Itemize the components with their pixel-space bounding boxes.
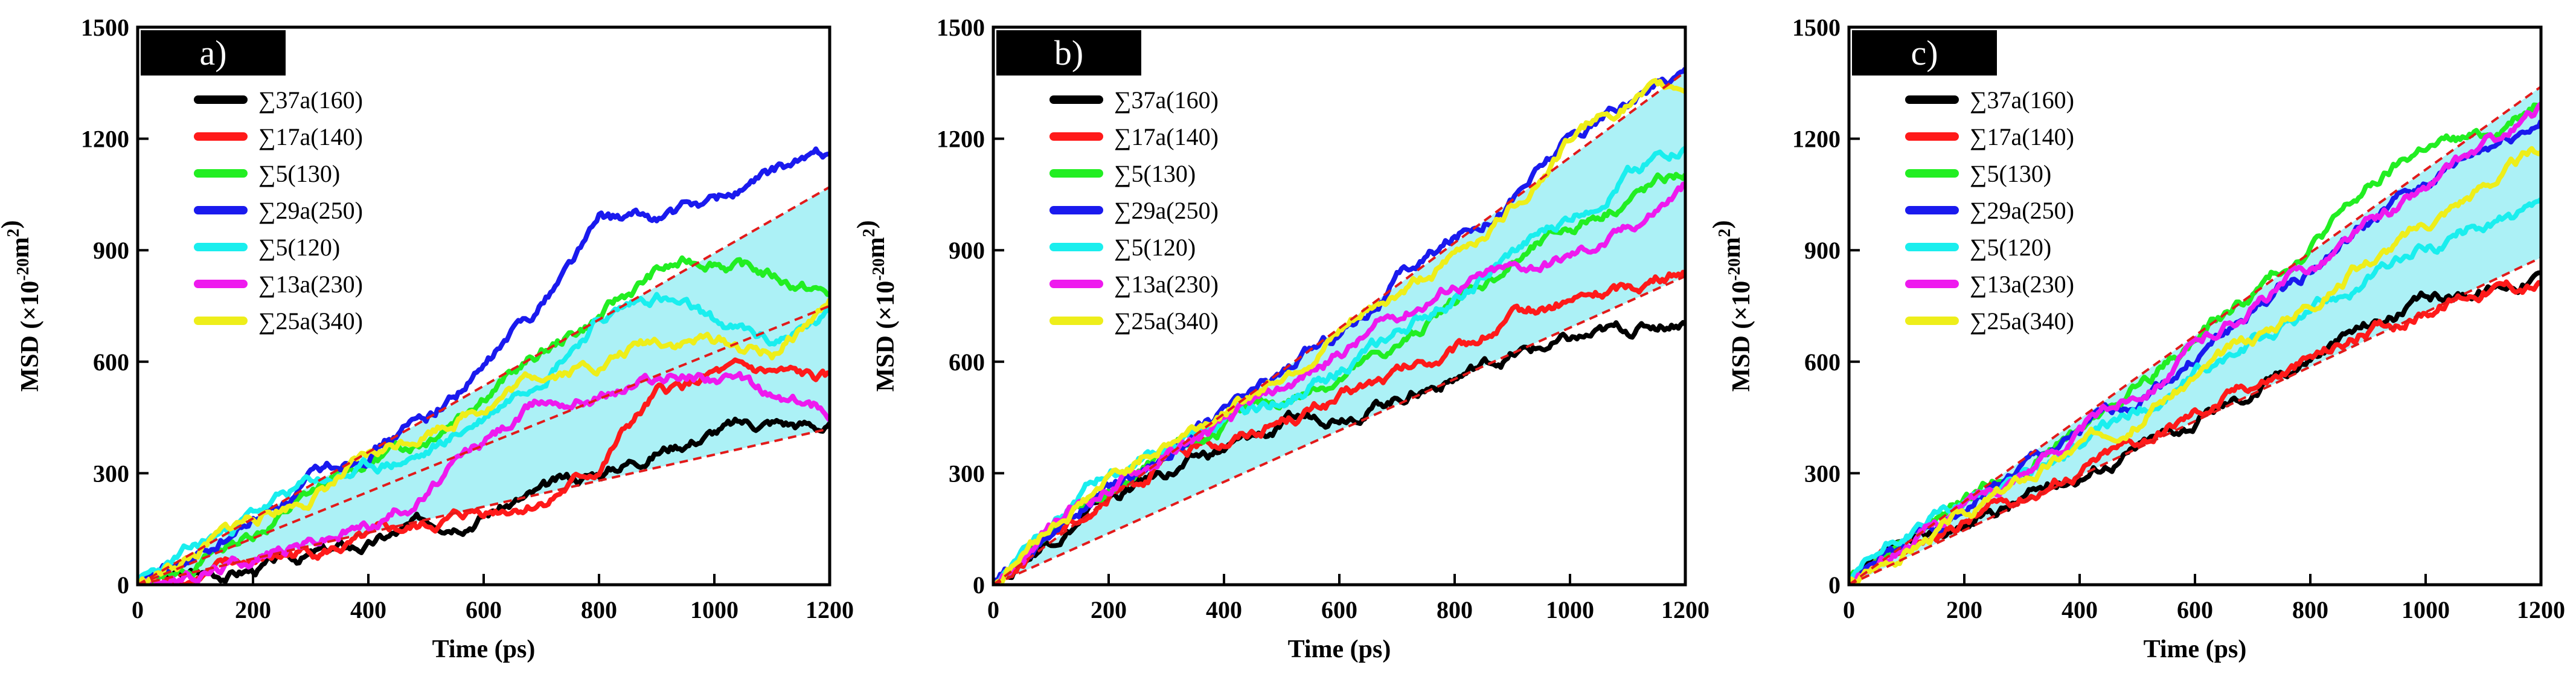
series-line [1849,270,2541,585]
y-tick-label: 600 [93,349,129,376]
fit-line-upper [1848,85,2542,586]
series-line [993,181,1685,585]
y-tick-label: 1200 [937,126,985,153]
legend-entry: ∑29a(250) [258,197,363,224]
x-tick-label: 200 [1091,596,1127,623]
legend-entry: ∑37a(160) [1970,86,2074,114]
x-tick-label: 800 [2292,596,2328,623]
panel-label: b) [1054,33,1083,72]
y-tick-label: 900 [93,237,129,264]
y-tick-label: 300 [93,460,129,487]
panel-label-box [141,30,286,76]
legend-entry: ∑25a(340) [1970,307,2074,335]
legend-entry: ∑17a(140) [258,123,363,150]
series-line [1849,101,2541,585]
x-tick-label: 1200 [1661,596,1709,623]
x-tick-label: 400 [1206,596,1242,623]
x-tick-label: 1000 [690,596,739,623]
y-tick-label: 0 [117,571,129,599]
x-tick-label: 1200 [806,596,854,623]
y-tick-label: 1200 [81,126,129,153]
x-tick-label: 600 [1321,596,1357,623]
series-line [993,66,1685,585]
y-tick-label: 0 [973,571,985,599]
series-line [993,172,1685,585]
legend-entry: ∑25a(340) [1114,307,1219,335]
series-line [138,292,830,585]
series-line [993,78,1685,585]
x-tick-label: 1000 [2401,596,2450,623]
legend-entry: ∑17a(140) [1114,123,1219,150]
x-tick-label: 200 [1946,596,1982,623]
fit-line-lower [1848,256,2542,586]
y-tick-label: 300 [1804,460,1841,487]
legend-entry: ∑5(120) [1114,234,1196,261]
y-tick-label: 1500 [937,14,985,41]
legend-entry: ∑37a(160) [258,86,363,114]
y-axis-title: MSD (×10-20m2) [853,220,900,391]
y-axis-title: MSD (×10-20m2) [1708,220,1755,391]
panel-label-box [1852,30,1997,76]
legend-entry: ∑25a(340) [258,307,363,335]
series-line [1849,146,2541,585]
fit-line-lower [993,275,1686,586]
confidence-band [1849,86,2541,585]
legend-entry: ∑17a(140) [1970,123,2074,150]
y-tick-label: 1500 [81,14,129,41]
fit-line-upper [992,71,1687,586]
x-tick-label: 0 [132,596,144,623]
panel-2: 0 200 400 600 800 1000 1200 0 300 600 900 1200 1500 T… [853,14,1709,663]
x-tick-label: 600 [2177,596,2213,623]
panel-1: 0 200 400 600 800 1000 1200 0 300 600 900 1200 1500 T… [0,14,854,663]
legend-entry: ∑13a(230) [258,271,363,298]
x-tick-label: 400 [2062,596,2098,623]
legend-entry: ∑5(130) [1970,160,2051,187]
legend-entry: ∑5(130) [1114,160,1196,187]
y-tick-label: 1500 [1792,14,1841,41]
x-tick-label: 600 [466,596,502,623]
y-tick-label: 900 [1804,237,1841,264]
legend-entry: ∑29a(250) [1114,197,1219,224]
legend-entry: ∑13a(230) [1970,271,2074,298]
fit-line-lower [137,427,830,586]
x-tick-label: 400 [350,596,386,623]
panel-label: a) [199,33,226,72]
y-tick-label: 600 [1804,349,1841,376]
y-tick-label: 1200 [1792,126,1841,153]
series-line [138,371,830,585]
x-tick-label: 1000 [1546,596,1594,623]
panel-label: c) [1911,33,1938,72]
x-tick-label: 1200 [2517,596,2565,623]
series-line [1849,279,2541,585]
x-tick-label: 0 [1843,596,1855,623]
x-axis-title: Time (ps) [1288,635,1391,663]
y-tick-label: 300 [949,460,985,487]
y-axis-title: MSD (×10-20m2) [0,220,44,391]
legend-entry: ∑5(120) [1970,234,2051,261]
x-axis-title: Time (ps) [432,635,536,663]
x-tick-label: 200 [235,596,271,623]
legend-entry: ∑5(130) [258,160,340,187]
y-tick-label: 900 [949,237,985,264]
series-line [138,255,830,585]
fit-line-upper [137,185,830,586]
x-tick-label: 800 [581,596,617,623]
panel-3: 0 200 400 600 800 1000 1200 0 300 600 900 1200 1500 T… [1708,14,2565,663]
x-tick-label: 0 [987,596,999,623]
x-axis-title: Time (ps) [2144,635,2247,663]
legend-entry: ∑13a(230) [1114,271,1219,298]
y-tick-label: 600 [949,349,985,376]
panel-label-box [996,30,1141,76]
y-tick-label: 0 [1828,571,1841,599]
x-tick-label: 800 [1437,596,1473,623]
legend-entry: ∑5(120) [258,234,340,261]
legend-entry: ∑29a(250) [1970,197,2074,224]
legend-entry: ∑37a(160) [1114,86,1219,114]
